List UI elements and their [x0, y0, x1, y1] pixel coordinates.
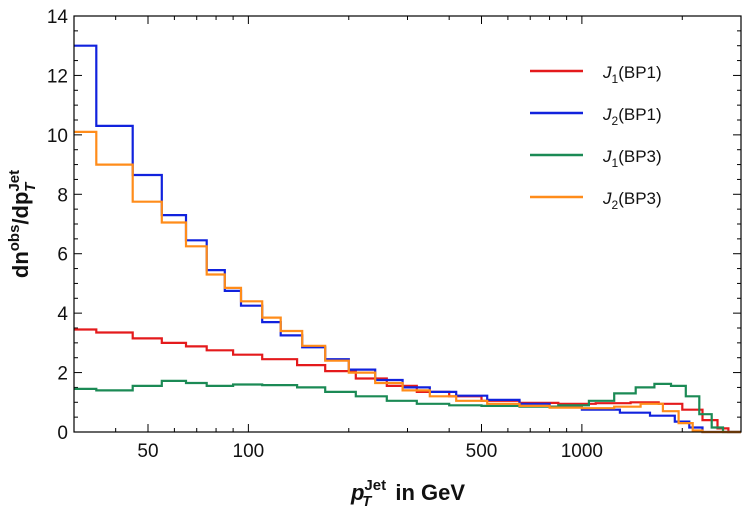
y-tick-label: 2	[57, 364, 68, 385]
legend-label: J2(BP1)	[602, 105, 662, 128]
axis-ticks	[73, 15, 742, 433]
series-line-3	[74, 379, 741, 434]
x-axis-title: pJet T in GeV	[350, 477, 465, 510]
legend-label: J1(BP3)	[602, 147, 662, 170]
plot-frame	[73, 15, 742, 433]
legend: J1(BP1) J2(BP1) J1(BP3) J2(BP3)	[530, 63, 662, 212]
y-tick-label: 10	[47, 126, 68, 147]
series-layer	[74, 44, 741, 434]
y-tick-label: 4	[57, 304, 68, 325]
tick-labels: 0 2 4 6 8 10 12 14 50 100 500 1000	[47, 7, 603, 462]
y-tick-label: 12	[47, 66, 68, 87]
y-tick-label: 14	[47, 7, 69, 28]
x-tick-label: 100	[233, 441, 265, 462]
y-tick-label: 8	[57, 185, 68, 206]
y-tick-label: 0	[57, 423, 68, 444]
y-axis-title: dnobs/dpJetT	[6, 170, 39, 278]
x-tick-label: 50	[137, 441, 158, 462]
series-line-4	[74, 130, 741, 434]
legend-label: J1(BP1)	[602, 63, 662, 86]
y-tick-label: 6	[57, 245, 68, 266]
x-tick-label: 500	[466, 441, 498, 462]
legend-label: J2(BP3)	[602, 189, 662, 212]
series-line-2	[74, 44, 741, 434]
x-tick-label: 1000	[561, 441, 603, 462]
series-line-1	[74, 328, 741, 434]
